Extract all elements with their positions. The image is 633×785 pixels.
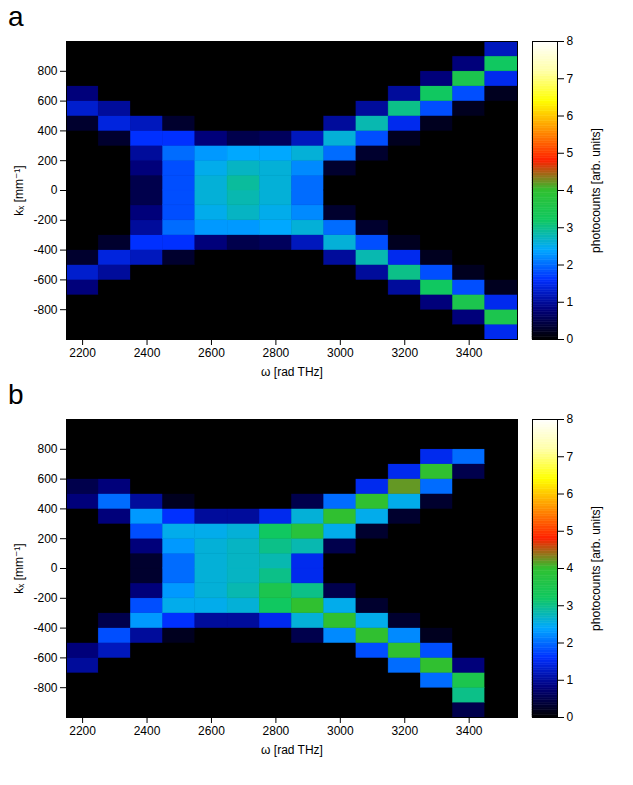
svg-text:-800: -800 [33,303,57,317]
svg-text:3000: 3000 [327,724,354,738]
html-text:a: a [8,1,24,32]
svg-text:ω [rad THz]: ω [rad THz] [261,743,323,757]
svg-text:400: 400 [37,124,57,138]
svg-text:ω [rad THz]: ω [rad THz] [261,365,323,379]
html-text:b: b [8,379,24,410]
svg-text:4: 4 [567,561,574,575]
svg-text:photocounts [arb. units]: photocounts [arb. units] [589,128,603,253]
svg-text:6: 6 [567,487,574,501]
svg-text:-600: -600 [33,651,57,665]
svg-text:200: 200 [37,154,57,168]
svg-text:0: 0 [567,710,574,724]
svg-text:2400: 2400 [134,346,161,360]
svg-text:0: 0 [51,561,58,575]
svg-text:5: 5 [567,146,574,160]
svg-text:8: 8 [567,412,574,426]
svg-text:3400: 3400 [456,724,483,738]
svg-text:800: 800 [37,442,57,456]
svg-text:1: 1 [567,295,574,309]
svg-text:600: 600 [37,472,57,486]
svg-text:-600: -600 [33,273,57,287]
svg-text:-800: -800 [33,681,57,695]
svg-text:2800: 2800 [263,724,290,738]
svg-text:800: 800 [37,64,57,78]
svg-text:2: 2 [567,636,574,650]
svg-text:600: 600 [37,94,57,108]
svg-text:1: 1 [567,673,574,687]
svg-text:3200: 3200 [391,724,418,738]
svg-text:6: 6 [567,109,574,123]
svg-text:2800: 2800 [263,346,290,360]
svg-text:3: 3 [567,221,574,235]
svg-text:0: 0 [51,183,58,197]
svg-text:0: 0 [567,332,574,346]
svg-text:7: 7 [567,72,574,86]
svg-text:-200: -200 [33,591,57,605]
svg-text:8: 8 [567,34,574,48]
svg-text:4: 4 [567,183,574,197]
svg-text:-400: -400 [33,621,57,635]
svg-text:2200: 2200 [69,724,96,738]
svg-text:3: 3 [567,599,574,613]
svg-text:kₓ [mm⁻¹]: kₓ [mm⁻¹] [12,165,26,215]
svg-text:-200: -200 [33,213,57,227]
svg-text:3400: 3400 [456,346,483,360]
svg-text:2: 2 [567,258,574,272]
svg-text:2200: 2200 [69,346,96,360]
svg-text:2400: 2400 [134,724,161,738]
svg-text:400: 400 [37,502,57,516]
svg-text:kₓ [mm⁻¹]: kₓ [mm⁻¹] [12,543,26,593]
svg-text:-400: -400 [33,243,57,257]
svg-text:2600: 2600 [198,346,225,360]
svg-text:3000: 3000 [327,346,354,360]
svg-text:3200: 3200 [391,346,418,360]
svg-text:2600: 2600 [198,724,225,738]
svg-text:200: 200 [37,532,57,546]
svg-text:7: 7 [567,450,574,464]
svg-text:photocounts [arb. units]: photocounts [arb. units] [589,506,603,631]
svg-text:5: 5 [567,524,574,538]
